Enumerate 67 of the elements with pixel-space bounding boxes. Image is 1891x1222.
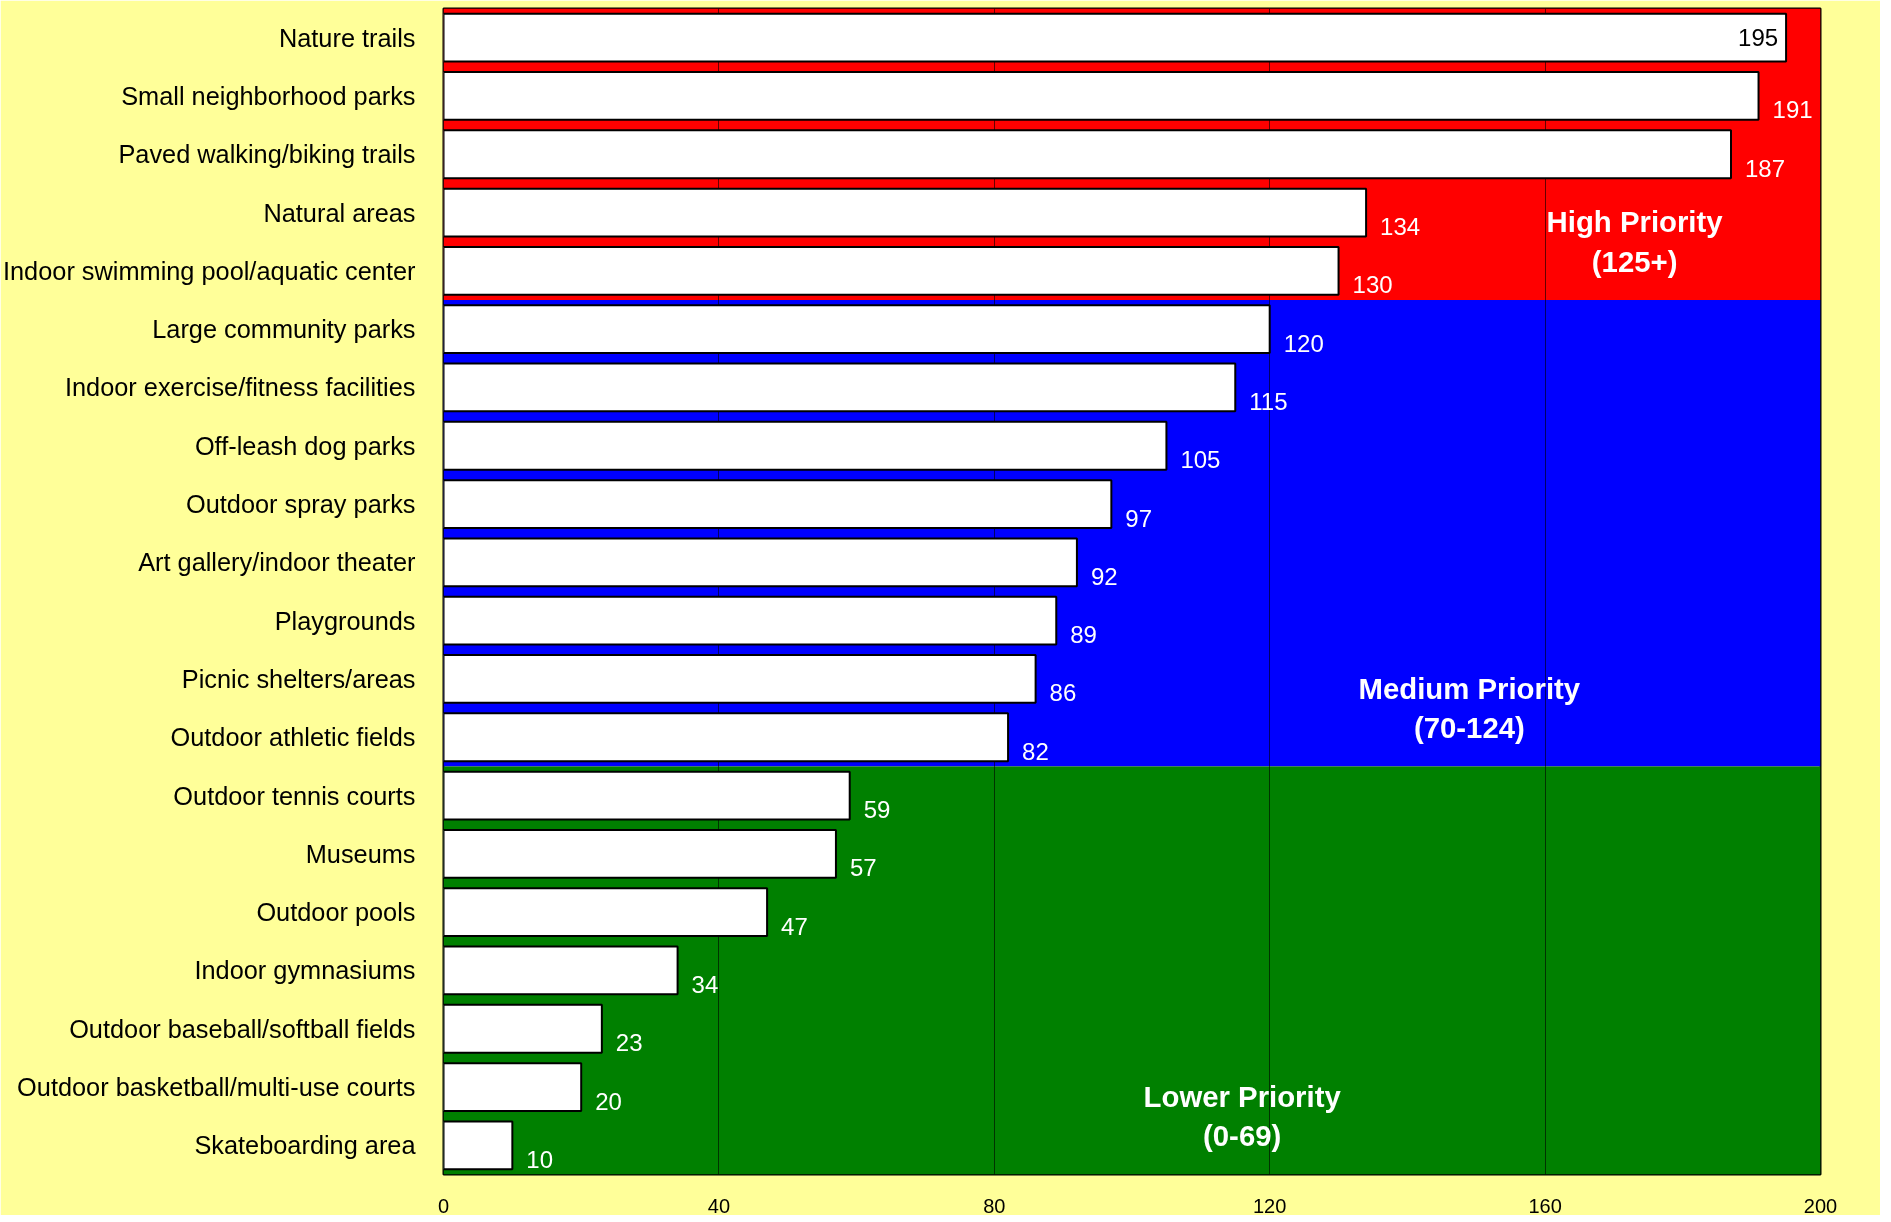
- bar: [443, 1003, 603, 1054]
- y-tick-label: Natural areas: [263, 198, 416, 227]
- data-label: 187: [1744, 154, 1786, 182]
- band-label: High Priority (125+): [1546, 205, 1724, 278]
- y-tick-label: Indoor exercise/fitness facilities: [64, 373, 416, 402]
- data-label: 20: [595, 1087, 622, 1115]
- data-label: 59: [863, 796, 891, 824]
- bar: [443, 187, 1368, 238]
- bar: [443, 245, 1340, 296]
- x-tick-label: 40: [707, 1194, 731, 1217]
- bar: [443, 1062, 583, 1112]
- bar: [443, 362, 1237, 413]
- bar: [443, 887, 769, 938]
- data-label: 130: [1352, 271, 1393, 299]
- data-label: 105: [1180, 446, 1221, 474]
- data-label: 97: [1125, 504, 1153, 532]
- bar: [443, 479, 1113, 529]
- data-label: 47: [781, 912, 808, 940]
- data-label: 92: [1090, 562, 1118, 590]
- bar: [443, 304, 1271, 355]
- bar: [443, 71, 1760, 121]
- data-label: 195: [1738, 24, 1779, 52]
- x-tick-label: 120: [1253, 1194, 1287, 1217]
- y-tick-label: Small neighborhood parks: [121, 81, 416, 110]
- bar: [443, 654, 1037, 704]
- x-tick-label: 160: [1528, 1194, 1562, 1217]
- bar: [443, 12, 1788, 63]
- y-tick-label: Skateboarding area: [194, 1131, 417, 1160]
- y-tick-label: Outdoor baseball/softball fields: [69, 1014, 416, 1043]
- x-tick-label: 0: [437, 1194, 450, 1217]
- bar: [443, 420, 1168, 471]
- y-tick-label: Picnic shelters/areas: [181, 664, 416, 693]
- data-label: 57: [849, 854, 877, 882]
- data-label: 82: [1022, 737, 1049, 765]
- data-label: 34: [691, 970, 719, 998]
- bar: [443, 828, 837, 879]
- y-tick-label: Indoor gymnasiums: [194, 956, 416, 985]
- y-tick-label: Indoor swimming pool/aquatic center: [3, 256, 417, 285]
- data-label: 134: [1380, 213, 1421, 241]
- x-tick-label: 200: [1803, 1194, 1838, 1217]
- data-label: 10: [526, 1145, 554, 1173]
- data-label: 191: [1772, 96, 1813, 124]
- bar: [443, 1120, 514, 1171]
- bar: [443, 712, 1010, 763]
- bar: [443, 770, 851, 821]
- bar: [443, 595, 1058, 646]
- bar: [443, 945, 679, 996]
- y-tick-label: Large community parks: [152, 315, 416, 344]
- band-label: Lower Priority (0-69): [1143, 1079, 1342, 1153]
- bar: [443, 129, 1732, 180]
- data-label: 86: [1049, 679, 1077, 707]
- y-tick-label: Outdoor tennis courts: [173, 781, 416, 810]
- data-label: 23: [615, 1029, 643, 1057]
- y-tick-label: Outdoor athletic fields: [170, 723, 416, 752]
- y-tick-label: Outdoor basketball/multi-use courts: [17, 1073, 416, 1102]
- y-tick-label: Paved walking/biking trails: [118, 140, 416, 169]
- data-label: 89: [1070, 621, 1097, 649]
- bar: [443, 537, 1078, 588]
- y-tick-label: Nature trails: [278, 23, 416, 52]
- y-tick-label: Playgrounds: [274, 606, 416, 635]
- y-tick-label: Museums: [305, 839, 416, 868]
- x-tick-label: 80: [983, 1194, 1006, 1217]
- data-label: 120: [1283, 329, 1324, 357]
- y-tick-label: Outdoor spray parks: [186, 490, 416, 519]
- y-tick-label: Art gallery/indoor theater: [138, 548, 417, 577]
- y-tick-label: Off-leash dog parks: [194, 431, 416, 460]
- y-tick-label: Outdoor pools: [256, 898, 416, 927]
